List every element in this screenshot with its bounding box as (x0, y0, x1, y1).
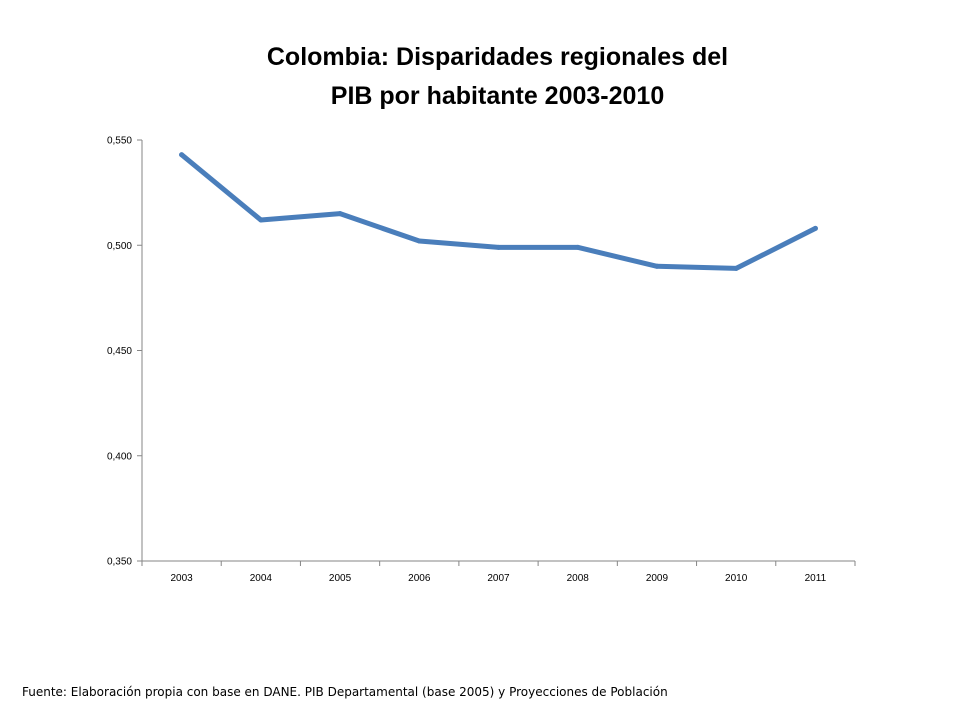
data-point (733, 265, 739, 271)
data-point (812, 225, 818, 231)
data-point (575, 244, 581, 250)
y-tick-label: 0,550 (107, 136, 132, 147)
axes (137, 139, 856, 566)
x-tick-label: 2010 (725, 573, 748, 584)
data-point (654, 263, 660, 269)
series-layer (179, 152, 818, 271)
x-tick-label: 2008 (567, 573, 590, 584)
y-tick-label: 0,450 (107, 346, 132, 357)
source-note: Fuente: Elaboración propia con base en D… (22, 685, 668, 699)
x-tick-label: 2003 (170, 573, 193, 584)
y-tick-label: 0,400 (107, 451, 132, 462)
chart-title: Colombia: Disparidades regionales del PI… (0, 38, 960, 116)
data-point (258, 217, 264, 223)
y-tick-label: 0,350 (107, 557, 132, 568)
data-point (179, 152, 185, 158)
chart-title-line-2: PIB por habitante 2003-2010 (330, 82, 665, 110)
x-tick-label: 2011 (805, 573, 827, 584)
x-tick-label: 2007 (487, 573, 510, 584)
x-tick-label: 2006 (408, 573, 431, 584)
tick-labels: 0,350 0,400 0,450 0,500 0,550 2003 2004 2005 200… (107, 136, 827, 585)
x-tick-label: 2009 (646, 573, 669, 584)
series-line (179, 152, 818, 271)
y-tick-label: 0,500 (107, 241, 132, 252)
data-point (496, 244, 501, 250)
data-point (337, 211, 343, 217)
chart-title-line-1: Colombia: Disparidades regionales del (266, 43, 729, 71)
x-tick-label: 2004 (250, 573, 273, 584)
data-point (416, 238, 422, 244)
x-tick-label: 2005 (329, 573, 352, 584)
